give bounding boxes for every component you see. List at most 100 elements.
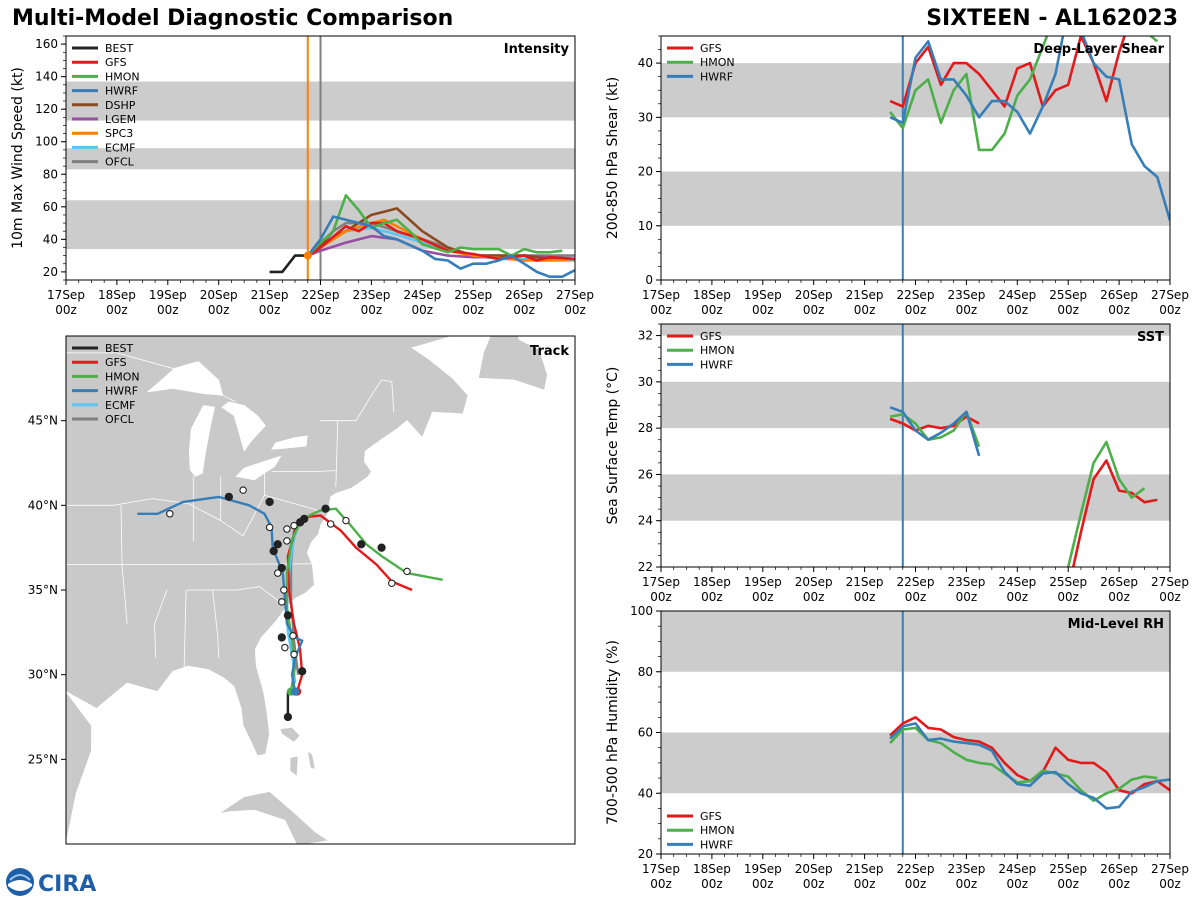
forecast-start-marker (303, 251, 312, 260)
x-tick-label: 26Sep (505, 288, 543, 302)
track-point-marker (290, 650, 298, 659)
x-tick-sublabel: 00z (1057, 877, 1079, 891)
x-tick-sublabel: 00z (361, 303, 383, 317)
x-tick-sublabel: 00z (701, 303, 723, 317)
cira-logo: CIRA (6, 868, 96, 897)
panel-title: Track (530, 344, 569, 359)
track-point-marker (224, 492, 234, 502)
x-tick-label: 19Sep (744, 862, 782, 876)
lat-tick-label: 30°N (28, 668, 58, 682)
legend-label-dshp: DSHP (105, 99, 136, 112)
x-tick-sublabel: 00z (208, 303, 230, 317)
x-tick-label: 26Sep (1100, 862, 1138, 876)
y-tick-label: 20 (43, 265, 58, 279)
track-point-marker (326, 520, 335, 528)
land-jamaica (287, 871, 306, 883)
x-tick-label: 18Sep (98, 288, 136, 302)
track-point-marker (283, 525, 291, 533)
x-tick-sublabel: 00z (854, 877, 876, 891)
track-point-marker (377, 543, 386, 552)
shaded-band (661, 324, 1170, 336)
x-tick-label: 19Sep (744, 288, 782, 302)
border-40n (66, 494, 319, 537)
track-point-marker (265, 497, 274, 507)
series-line-hmon (306, 194, 563, 257)
track-point-marker (277, 563, 286, 573)
legend-label-best: BEST (105, 342, 133, 355)
x-tick-sublabel: 00z (1007, 877, 1029, 891)
legend-label-gfs: GFS (700, 330, 722, 343)
land-cuba (218, 791, 330, 844)
y-tick-label: 80 (638, 665, 653, 679)
y-axis-label: 10m Max Wind Speed (kt) (10, 67, 26, 249)
land-bahamas-3 (306, 750, 316, 771)
lat-tick-label: 25°N (28, 752, 58, 766)
border-us-canada-east (320, 379, 395, 422)
series-line-hwrf (889, 406, 981, 457)
x-tick-label: 22Sep (897, 575, 935, 589)
x-tick-label: 20Sep (795, 288, 833, 302)
border-35n (187, 586, 281, 603)
plot-frame (660, 323, 1171, 568)
y-tick-label: 80 (43, 167, 58, 181)
series-group (889, 406, 1158, 567)
series-line-hwrf (889, 722, 1170, 810)
track-point-marker (283, 712, 293, 722)
lake-superior (146, 361, 224, 396)
x-tick-label: 20Sep (795, 575, 833, 589)
x-tick-label: 25Sep (1049, 288, 1087, 302)
x-tick-sublabel: 00z (55, 303, 77, 317)
y-axis-label: 700-500 hPa Humidity (%) (605, 640, 621, 825)
x-tick-label: 26Sep (1100, 575, 1138, 589)
panel-title: Mid-Level RH (1068, 617, 1164, 632)
track-point-marker (273, 569, 282, 577)
border-us-canada-lakes (116, 352, 237, 403)
x-tick-sublabel: 00z (106, 303, 128, 317)
x-tick-sublabel: 00z (564, 303, 586, 317)
y-tick-label: 60 (638, 726, 653, 740)
plot-frame (65, 35, 576, 281)
x-tick-label: 18Sep (693, 862, 731, 876)
x-tick-sublabel: 00z (956, 303, 978, 317)
shaded-band (661, 611, 1170, 672)
track-point-marker (280, 586, 288, 594)
track-point-marker (298, 667, 307, 676)
lake-erie (235, 455, 282, 481)
series-line-hmon (889, 36, 1159, 152)
lake-huron (221, 401, 266, 452)
track-point-marker (277, 633, 286, 642)
y-tick-label: 100 (630, 604, 653, 618)
land-puerto-rico (400, 869, 416, 878)
x-tick-label: 22Sep (897, 862, 935, 876)
x-tick-sublabel: 00z (1057, 303, 1079, 317)
x-tick-label: 26Sep (1100, 288, 1138, 302)
legend-label-hmon: HMON (700, 56, 735, 69)
border-ar-ok (120, 505, 128, 624)
x-tick-label: 24Sep (998, 862, 1036, 876)
track-point-marker (281, 643, 289, 652)
panel-title: Deep-Layer Shear (1033, 42, 1164, 57)
x-tick-label: 23Sep (947, 862, 985, 876)
x-tick-sublabel: 00z (650, 303, 672, 317)
x-tick-label: 21Sep (846, 862, 884, 876)
track-point-marker (321, 504, 330, 513)
legend-label-hwrf: HWRF (700, 70, 733, 83)
legend-label-hmon: HMON (700, 824, 735, 837)
series-line-hwrf (889, 36, 1170, 221)
border-al-ms (183, 589, 187, 668)
x-tick-label: 23Sep (947, 575, 985, 589)
track-point-marker (357, 540, 366, 549)
x-tick-label: 17Sep (642, 862, 680, 876)
y-tick-label: 40 (638, 56, 653, 70)
x-tick-sublabel: 00z (1159, 303, 1181, 317)
sst-chart: 22242628303217Sep00z18Sep00z19Sep00z20Se… (605, 323, 1189, 604)
series-line-gfs (307, 221, 575, 262)
track-point-marker (342, 516, 350, 525)
track-point-marker (290, 521, 298, 530)
page-title: Multi-Model Diagnostic Comparison (12, 6, 454, 31)
track-point-marker (265, 523, 274, 532)
x-tick-label: 20Sep (200, 288, 238, 302)
y-tick-label: 20 (638, 847, 653, 861)
x-tick-sublabel: 00z (905, 303, 927, 317)
